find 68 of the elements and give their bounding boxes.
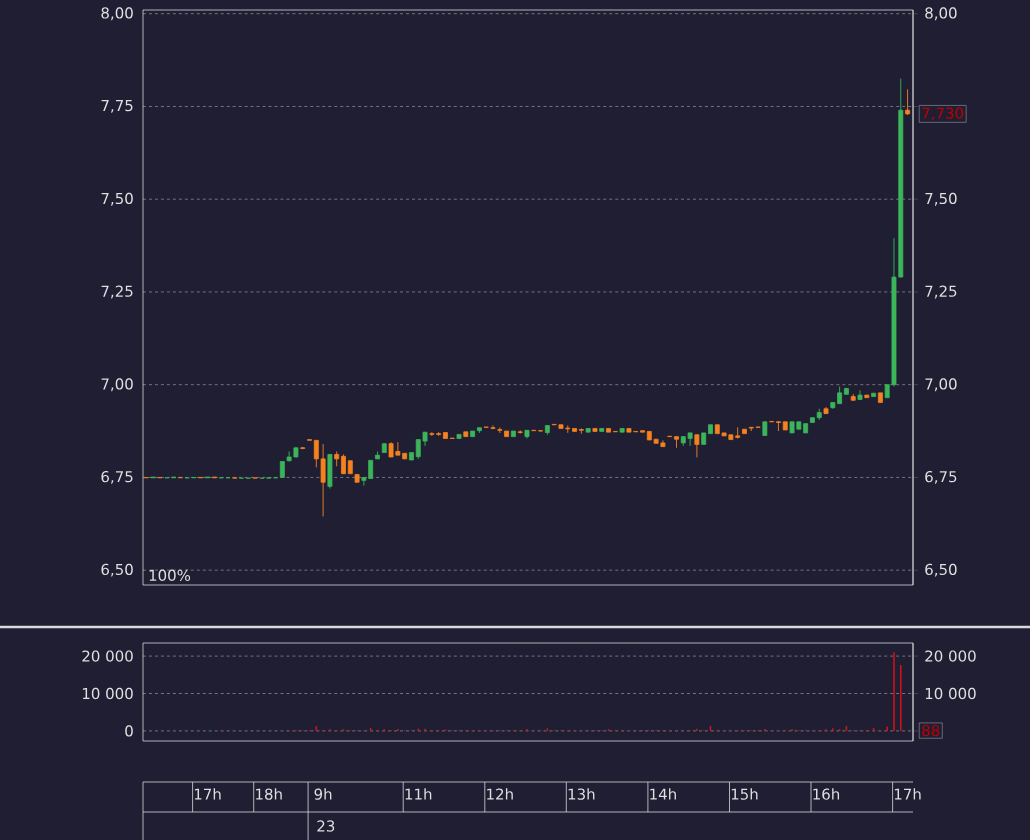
x-tick-label: 17h: [894, 788, 921, 800]
candlestick: [504, 430, 510, 438]
x-tick-label: 18h: [256, 788, 282, 800]
candlestick: [409, 452, 414, 461]
y2-tick-label: 20 000: [925, 650, 976, 662]
x-tick-label: 9h: [314, 788, 332, 800]
candlestick: [701, 432, 707, 445]
y-tick-label: 0: [125, 725, 133, 737]
y-tick-label: 6,75: [101, 470, 133, 484]
candlestick: [171, 476, 177, 479]
candlestick: [572, 428, 577, 432]
y-tick-label: 6,50: [101, 563, 133, 577]
candlestick: [762, 421, 768, 436]
candlestick: [871, 392, 877, 397]
candlestick: [809, 417, 815, 423]
candlestick: [606, 428, 611, 433]
candlestick: [279, 461, 285, 478]
candlestick: [619, 428, 625, 433]
text: 23: [317, 820, 335, 832]
candlestick: [877, 392, 883, 403]
candlestick: [782, 421, 788, 431]
x-tick-label: 13h: [568, 788, 595, 800]
candlestick: [857, 389, 863, 400]
annotation: 100%: [149, 569, 191, 581]
candlestick: [205, 476, 211, 479]
candlestick: [470, 430, 476, 438]
candlestick: [585, 428, 591, 433]
y-tick-label: 7,50: [101, 192, 133, 206]
candlestick: [442, 432, 448, 439]
y2-tick-label: 6,75: [925, 470, 957, 484]
candlestick: [510, 430, 516, 438]
x-tick-label: 11h: [405, 788, 432, 800]
y2-tick-label: 7,25: [925, 285, 957, 299]
candlestick: [599, 428, 605, 432]
x-tick-label: 12h: [487, 788, 513, 800]
candlestick: [463, 431, 469, 438]
candlestick: [211, 476, 217, 479]
candlestick: [381, 443, 387, 453]
candlestick: [347, 460, 353, 475]
y-tick-label: 20 000: [82, 650, 133, 662]
candlestick: [843, 387, 849, 395]
y2-tick-label: 7,00: [925, 378, 957, 392]
y2-tick-label: 7,50: [925, 192, 957, 206]
x-tick-label: 15h: [731, 788, 758, 800]
candlestick: [742, 428, 747, 435]
candlestick: [592, 428, 598, 432]
y2-tick-label: 8,00: [925, 7, 957, 21]
candlestick: [708, 424, 713, 435]
text: 88: [922, 724, 940, 737]
candlestick: [354, 474, 360, 483]
y-tick-label: 10 000: [82, 687, 133, 700]
candlestick: [640, 430, 645, 433]
candlestick: [456, 433, 462, 439]
y2-tick-label: 6,50: [925, 563, 957, 577]
y-tick-label: 8,00: [101, 7, 133, 21]
y-tick-label: 7,75: [101, 100, 133, 113]
candlestick: [150, 476, 156, 479]
candlestick: [341, 453, 346, 475]
x-tick-label: 14h: [650, 788, 676, 800]
y-tick-label: 7,00: [101, 378, 133, 392]
text: 7,730: [922, 107, 964, 121]
candlestick: [694, 433, 700, 458]
y-tick-label: 7,25: [101, 285, 133, 299]
candlestick: [864, 394, 870, 399]
x-tick-label: 16h: [813, 788, 840, 800]
candlestick: [905, 88, 911, 116]
x-tick-label: 17h: [194, 788, 221, 800]
y2-tick-label: 10 000: [925, 687, 976, 700]
